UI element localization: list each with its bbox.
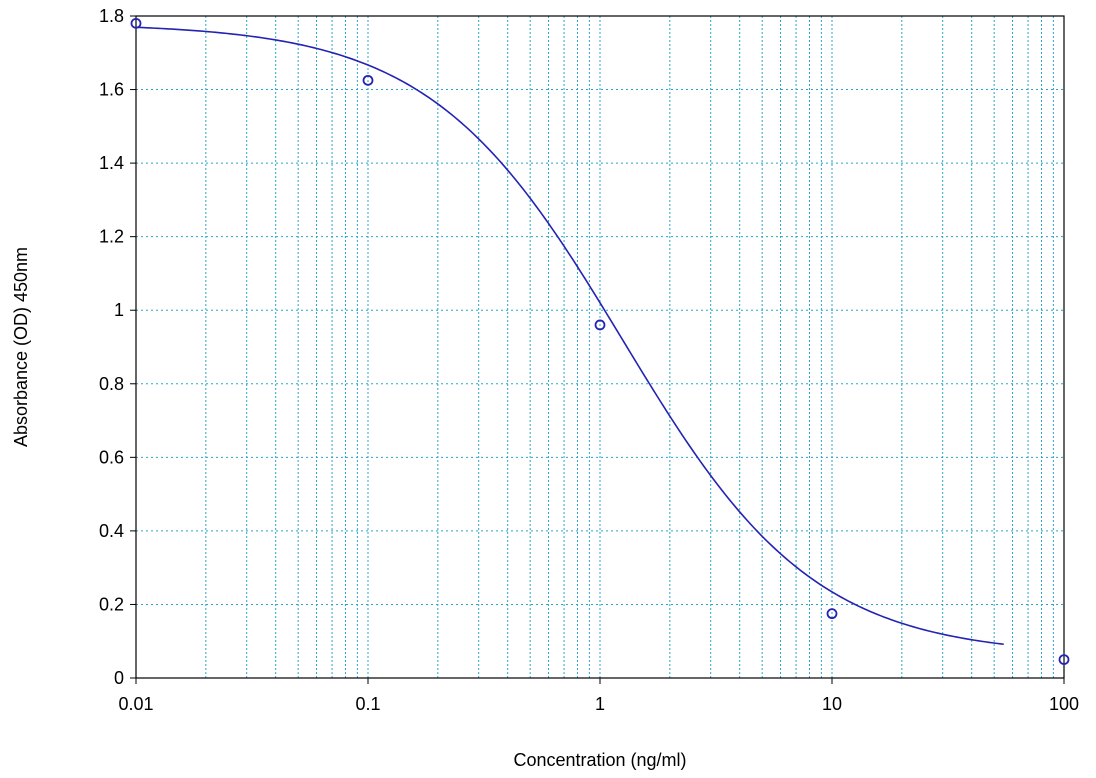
y-tick-label: 1.8: [99, 6, 124, 26]
y-axis-title: Absorbance (OD) 450nm: [11, 247, 31, 447]
y-tick-label: 0.2: [99, 594, 124, 614]
y-tick-label: 1.2: [99, 227, 124, 247]
fit-curve: [135, 26, 1004, 646]
y-tick-label: 0.6: [99, 447, 124, 467]
y-tick-label: 0.4: [99, 521, 124, 541]
data-points: [130, 17, 1070, 666]
plot-frame: [135, 15, 1065, 679]
data-point: [362, 74, 374, 86]
y-tick-label: 0: [114, 668, 124, 688]
grid-lines: [136, 16, 1064, 678]
x-tick-label: 0.01: [118, 694, 153, 714]
y-tick-label: 0.8: [99, 374, 124, 394]
x-tick-label: 10: [822, 694, 842, 714]
data-point: [594, 319, 606, 331]
data-point: [826, 608, 838, 620]
x-tick-label: 0.1: [355, 694, 380, 714]
y-tick-label: 1: [114, 300, 124, 320]
data-point: [1058, 654, 1070, 666]
x-axis-title: Concentration (ng/ml): [513, 750, 686, 770]
x-tick-label: 1: [595, 694, 605, 714]
y-tick-labels: 0 0.2 0.4 0.6 0.8 1 1.2 1.4 1.6 1.8: [99, 6, 124, 688]
data-point: [130, 17, 142, 29]
y-tick-label: 1.6: [99, 80, 124, 100]
x-tick-labels: 0.01 0.1 1 10 100: [118, 694, 1079, 714]
x-tick-label: 100: [1049, 694, 1079, 714]
y-tick-label: 1.4: [99, 153, 124, 173]
tick-marks: [130, 15, 1065, 684]
